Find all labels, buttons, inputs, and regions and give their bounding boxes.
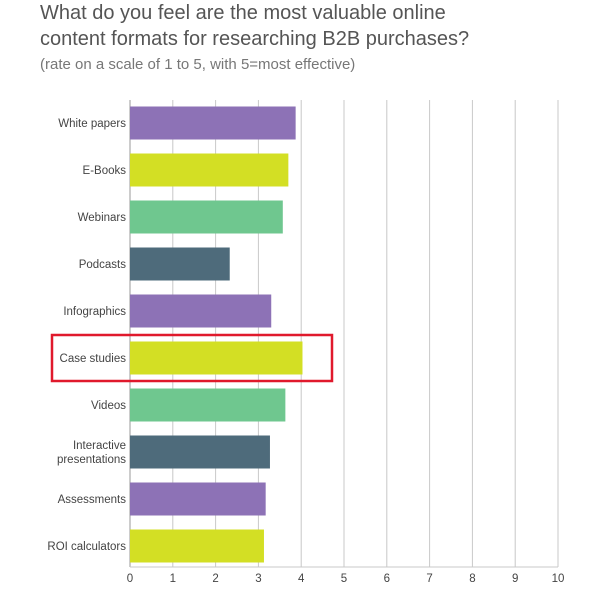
bar [130,106,296,140]
x-tick-label: 1 [170,573,176,585]
bar [130,529,264,563]
chart-title-line-2: content formats for researching B2B purc… [40,28,470,50]
bar [130,200,283,234]
category-label: ROI calculators [47,541,126,553]
bar [130,482,266,516]
category-label: White papers [58,118,126,130]
bar [130,247,230,281]
chart-subtitle: (rate on a scale of 1 to 5, with 5=most … [40,56,356,73]
x-tick-label: 3 [255,573,261,585]
x-tick-label: 5 [341,573,347,585]
category-label: Webinars [78,212,127,224]
x-tick-label: 8 [469,573,475,585]
bar [130,435,270,469]
x-tick-label: 10 [552,573,565,585]
x-tick-label: 0 [127,573,133,585]
category-label: Assessments [58,494,127,506]
chart-title-line-1: What do you feel are the most valuable o… [40,2,446,24]
category-label: Videos [91,400,126,412]
chart-title: What do you feel are the most valuable o… [40,0,600,52]
x-tick-label: 4 [298,573,305,585]
category-label: Infographics [63,306,126,318]
x-tick-label: 9 [512,573,518,585]
category-label: Interactive [73,440,126,452]
category-label: Podcasts [79,259,127,271]
bar [130,341,303,375]
category-label: E-Books [83,165,127,177]
x-tick-label: 7 [426,573,432,585]
bar [130,388,286,422]
category-label: Case studies [60,353,127,365]
bar [130,153,289,187]
highlight-box [50,333,334,383]
bar [130,294,272,328]
x-tick-label: 6 [384,573,390,585]
x-tick-label: 2 [212,573,218,585]
category-label: presentations [57,454,126,466]
